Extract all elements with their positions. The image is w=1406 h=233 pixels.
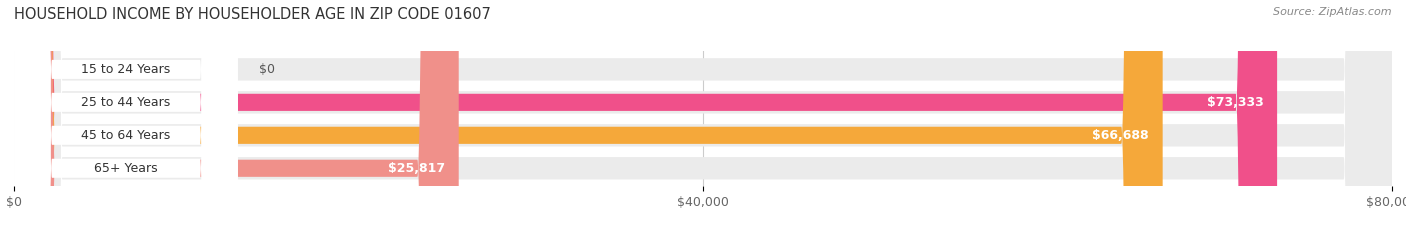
Text: $66,688: $66,688 bbox=[1092, 129, 1149, 142]
FancyBboxPatch shape bbox=[14, 0, 1392, 233]
FancyBboxPatch shape bbox=[14, 0, 1163, 233]
FancyBboxPatch shape bbox=[14, 0, 1392, 233]
Text: $0: $0 bbox=[259, 63, 274, 76]
FancyBboxPatch shape bbox=[14, 0, 1392, 233]
FancyBboxPatch shape bbox=[14, 0, 238, 233]
Text: 45 to 64 Years: 45 to 64 Years bbox=[82, 129, 170, 142]
Text: 15 to 24 Years: 15 to 24 Years bbox=[82, 63, 170, 76]
Text: $25,817: $25,817 bbox=[388, 162, 444, 175]
Text: 65+ Years: 65+ Years bbox=[94, 162, 157, 175]
FancyBboxPatch shape bbox=[14, 0, 1277, 233]
Text: 25 to 44 Years: 25 to 44 Years bbox=[82, 96, 170, 109]
FancyBboxPatch shape bbox=[14, 0, 1392, 233]
Text: $73,333: $73,333 bbox=[1206, 96, 1264, 109]
FancyBboxPatch shape bbox=[14, 0, 238, 233]
Text: HOUSEHOLD INCOME BY HOUSEHOLDER AGE IN ZIP CODE 01607: HOUSEHOLD INCOME BY HOUSEHOLDER AGE IN Z… bbox=[14, 7, 491, 22]
FancyBboxPatch shape bbox=[14, 0, 238, 233]
FancyBboxPatch shape bbox=[14, 0, 458, 233]
FancyBboxPatch shape bbox=[14, 0, 238, 233]
Text: Source: ZipAtlas.com: Source: ZipAtlas.com bbox=[1274, 7, 1392, 17]
